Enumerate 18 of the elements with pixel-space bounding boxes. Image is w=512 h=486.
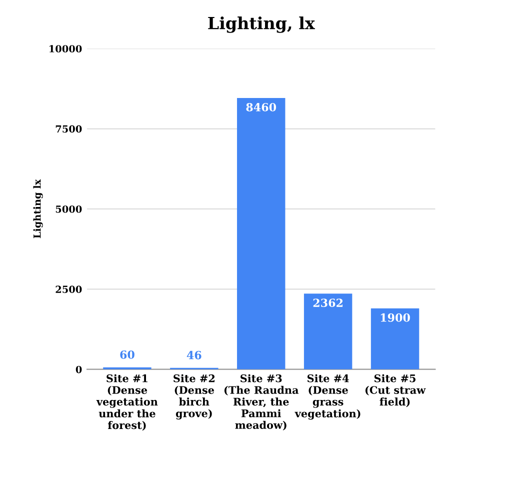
y-tick-label: 10000 [50, 45, 82, 52]
bar [304, 294, 352, 370]
y-tick-label: 2500 [56, 286, 82, 293]
x-tick-label: Site #5 (Cut straw field) [365, 374, 426, 408]
bar [370, 308, 420, 370]
data-label: 60 [120, 350, 134, 359]
y-tick-label: 7500 [56, 125, 82, 133]
y-tick-label: 0 [76, 366, 82, 374]
data-label: 46 [186, 350, 202, 360]
data-label: 1900 [380, 313, 410, 322]
data-label: 2362 [313, 298, 343, 308]
data-label: 8460 [246, 103, 276, 112]
x-tick-label: Site #2 (Dense birch grove) [174, 374, 214, 420]
y-tick-label: 5000 [56, 205, 82, 213]
y-axis-title: Lighting lx [33, 179, 43, 238]
chart-title: Lighting, lx [208, 16, 315, 33]
bar [237, 98, 286, 370]
x-tick-label: Site #1 (Dense vegetation under the forest) [96, 374, 158, 431]
